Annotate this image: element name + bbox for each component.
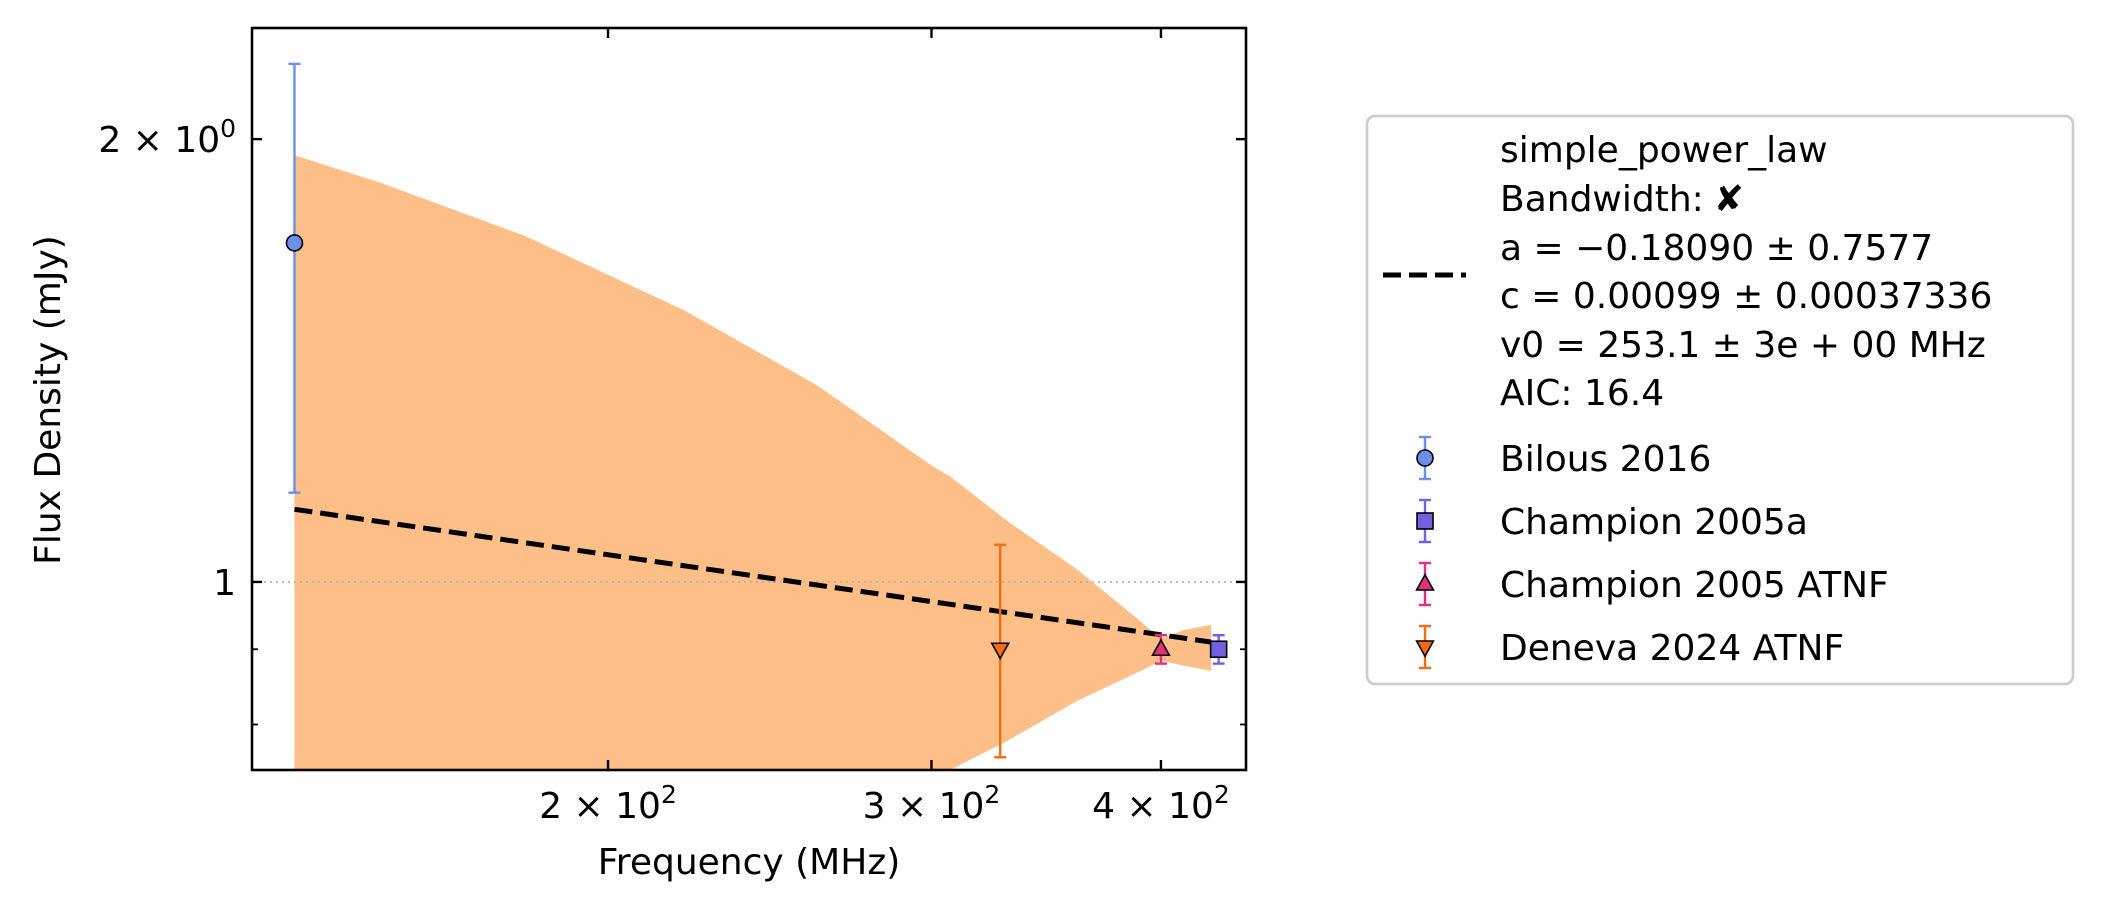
x-tick-label: 4 × 102 [1092,780,1230,827]
y-tick-label: 2 × 100 [98,114,236,161]
data-point [990,642,1010,661]
data-points-layer [285,62,1228,759]
legend-entry-2: Champion 2005 ATNF [1415,561,1889,607]
series-2 [1151,634,1171,665]
axis-ticks: 2 × 102 3 × 102 4 × 102 1 2 × 100 [98,28,1246,827]
data-point [285,234,304,252]
fit-line [294,506,1212,645]
legend: simple_power_law Bandwidth: ✘ a = −0.1809… [1365,114,2075,686]
legend-fit-entry: simple_power_law Bandwidth: ✘ a = −0.1809… [1500,130,1992,414]
legend-entry-1: Champion 2005a [1416,498,1808,544]
series-1 [1209,634,1228,665]
legend-box [1365,114,2075,686]
plot-area: 2 × 102 3 × 102 4 × 102 1 2 × 100 [98,26,1248,827]
legend-label: Champion 2005a [1500,502,1808,543]
plot-frame [250,26,1248,772]
legend-fit-param-c: c = 0.00099 ± 0.00037336 [1500,276,1992,317]
y-tick-label: 1 [213,563,236,604]
legend-marker [1416,449,1434,467]
legend-fit-name: simple_power_law [1500,130,1828,171]
legend-entry-3: Deneva 2024 ATNF [1415,624,1844,670]
legend-label: Bilous 2016 [1500,439,1711,480]
legend-fit-param-v0: v0 = 253.1 ± 3e + 00 MHz [1500,325,1986,366]
legend-entry-0: Bilous 2016 [1416,435,1711,481]
legend-fit-aic: AIC: 16.4 [1500,373,1664,414]
x-tick-label: 2 × 102 [539,780,677,827]
series-0 [285,62,304,494]
legend-marker [1415,573,1435,591]
data-point [1209,640,1228,659]
legend-series-entries: Bilous 2016 Champion 2005a Champion 2005 A… [1415,435,1889,670]
data-point [1151,638,1171,657]
legend-fit-bandwidth-label: Bandwidth: [1500,179,1704,220]
legend-fit-bandwidth: Bandwidth: ✘ [1500,179,1744,220]
fit-line-layer [294,506,1212,645]
legend-fit-param-a: a = −0.18090 ± 0.7577 [1500,228,1933,269]
x-tick-label: 3 × 102 [863,780,1001,827]
legend-marker [1416,512,1434,530]
legend-fit-bandwidth-mark: ✘ [1714,179,1744,220]
y-axis-label: Flux Density (mJy) [28,235,69,565]
confidence-band [294,155,1212,770]
series-3 [990,543,1010,759]
legend-label: Deneva 2024 ATNF [1500,628,1844,669]
x-axis-label: Frequency (MHz) [598,842,901,883]
legend-label: Champion 2005 ATNF [1500,565,1889,606]
legend-marker [1415,640,1435,658]
confidence-band-layer [294,155,1212,770]
